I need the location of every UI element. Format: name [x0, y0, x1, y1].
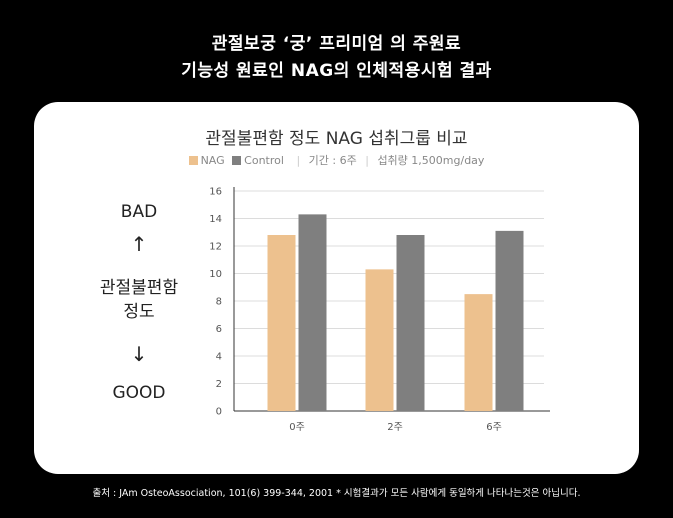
y-tick-label: 8	[216, 297, 222, 308]
headline-line-1: 관절보궁 ‘궁’ 프리미엄 의 주원료	[211, 34, 462, 54]
down-arrow-icon: ↓	[130, 342, 148, 366]
y-tick-label: 6	[216, 324, 222, 335]
x-tick-label: 0주	[289, 422, 305, 433]
x-tick-label: 6주	[486, 422, 502, 433]
footnote: 출처 : JAm OsteoAssociation, 101(6) 399-34…	[92, 488, 581, 499]
y-tick-label: 0	[216, 407, 222, 418]
good-label: GOOD	[112, 383, 166, 403]
bad-label: BAD	[120, 202, 158, 222]
legend-swatch-nag	[188, 156, 198, 165]
bar-control	[495, 230, 524, 411]
bar-chart-plot: 0 2 4 6 8 10 12 14 16 0주 2주 6주	[209, 187, 550, 433]
legend-separator: |	[365, 154, 369, 167]
legend-label-control: Control	[244, 154, 284, 167]
chart-card: 관절불편함 정도 NAG 섭취그룹 비교 NAG Control | 기간 : …	[34, 102, 639, 474]
legend-intake: 섭취량 1,500mg/day	[377, 154, 485, 167]
legend: NAG Control | 기간 : 6주 | 섭취량 1,500mg/day	[34, 152, 639, 168]
y-tick-label: 14	[209, 214, 222, 225]
up-arrow-icon: ↑	[130, 232, 148, 256]
bar-control	[396, 235, 425, 411]
headline-line-2: 기능성 원료인 NAG의 인체적용시험 결과	[181, 61, 492, 81]
legend-separator: |	[296, 154, 301, 167]
legend-period: 기간 : 6주	[308, 154, 357, 167]
legend-swatch-control	[232, 156, 242, 165]
y-tick-label: 12	[209, 242, 222, 253]
bar-control	[298, 214, 327, 411]
legend-label-nag: NAG	[200, 154, 225, 167]
bar-nag	[464, 294, 493, 411]
y-tick-label: 10	[209, 269, 222, 280]
y-tick-label: 4	[216, 352, 222, 363]
y-axis-name-line-2: 정도	[123, 302, 155, 322]
y-axis-name: 관절불편함 정도	[74, 276, 204, 324]
y-axis-name-line-1: 관절불편함	[99, 278, 179, 298]
bar-nag	[365, 269, 394, 411]
bar-nag	[267, 235, 296, 411]
chart-title: 관절불편함 정도 NAG 섭취그룹 비교	[205, 129, 468, 149]
y-tick-label: 2	[216, 379, 222, 390]
y-tick-label: 16	[209, 187, 222, 198]
x-tick-label: 2주	[387, 422, 403, 433]
